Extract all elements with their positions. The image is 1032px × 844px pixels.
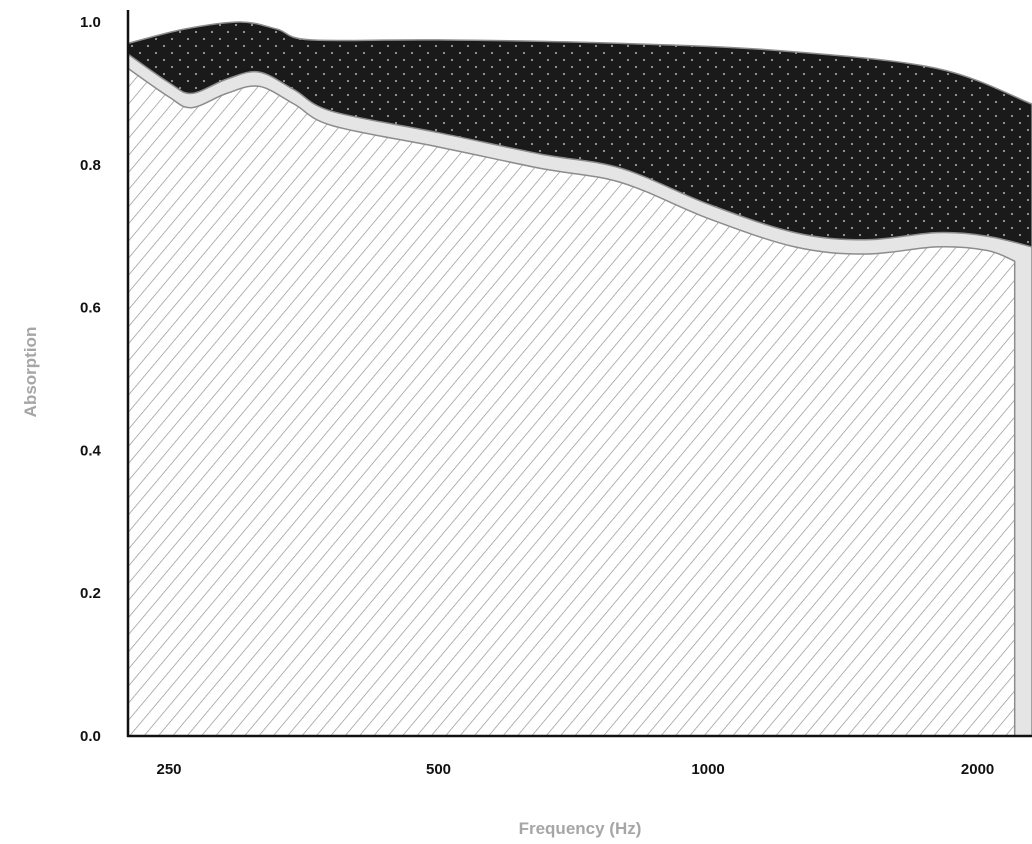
x-tick-label: 1000 (691, 761, 724, 778)
x-axis-title: Frequency (Hz) (519, 819, 642, 838)
y-axis-title: Absorption (21, 327, 40, 418)
y-tick-label: 0.2 (80, 585, 101, 602)
x-tick-label: 2000 (961, 761, 994, 778)
axes (126, 10, 1032, 738)
tick-labels: 250 500 1000 2000 0.0 0.2 0.4 0.6 0.8 1.0 (80, 14, 994, 778)
y-tick-label: 0.6 (80, 300, 101, 317)
y-tick-label: 1.0 (80, 14, 101, 31)
series-layer (127, 21, 1032, 737)
area-series-3-hatch (127, 67, 1016, 737)
x-tick-label: 250 (156, 761, 181, 778)
y-tick-label: 0.8 (80, 157, 101, 174)
y-tick-label: 0.0 (80, 728, 101, 745)
x-tick-label: 500 (426, 761, 451, 778)
y-tick-label: 0.4 (80, 442, 102, 459)
